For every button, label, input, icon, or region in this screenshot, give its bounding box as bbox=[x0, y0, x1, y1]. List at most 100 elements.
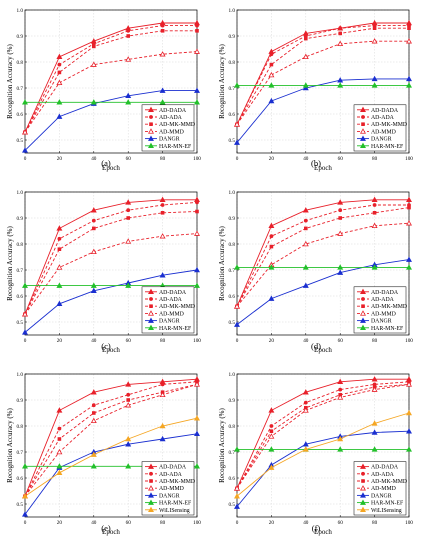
legend-marker bbox=[148, 128, 154, 134]
legend-marker bbox=[360, 463, 366, 469]
data-point bbox=[56, 469, 63, 476]
plot-frame bbox=[236, 373, 410, 518]
data-point bbox=[268, 407, 275, 413]
legend-marker bbox=[148, 492, 154, 498]
chart-panel-a: 0 20 40 60 80 100 0.5 0.6 0.7 0.8 0.9 1.0 Epoch Recog… bbox=[6, 8, 201, 172]
data-point bbox=[125, 402, 132, 408]
legend-marker bbox=[149, 122, 153, 126]
y-axis-label: Recognition Accuracy (%) bbox=[6, 226, 14, 301]
panel-label: (f) bbox=[312, 523, 321, 533]
data-point bbox=[159, 233, 166, 239]
x-tick-label: 40 bbox=[303, 156, 309, 162]
legend-marker bbox=[149, 115, 153, 119]
data-point bbox=[338, 387, 343, 392]
data-point bbox=[159, 87, 166, 93]
legend-marker bbox=[148, 106, 154, 113]
data-point bbox=[125, 238, 132, 244]
legend-label: DANGR bbox=[371, 493, 392, 499]
series-ad-mmd bbox=[234, 381, 412, 491]
data-point bbox=[194, 266, 200, 273]
data-point bbox=[56, 463, 63, 469]
y-axis-label: Recognition Accuracy (%) bbox=[6, 44, 14, 119]
legend-marker bbox=[360, 324, 366, 331]
x-tick-label: 60 bbox=[126, 156, 132, 162]
data-point bbox=[406, 38, 412, 44]
x-tick-label: 0 bbox=[24, 338, 27, 344]
data-point bbox=[302, 207, 309, 213]
legend-label: AD-MK-MMD bbox=[371, 122, 407, 128]
data-point bbox=[56, 99, 63, 105]
data-point bbox=[160, 382, 165, 387]
data-point bbox=[125, 381, 132, 387]
legend-label: AD-MMD bbox=[159, 486, 184, 492]
data-point bbox=[90, 282, 97, 288]
series-ad-mmd bbox=[234, 38, 412, 127]
data-point bbox=[268, 71, 275, 78]
x-tick-label: 0 bbox=[236, 520, 239, 526]
data-point bbox=[126, 392, 131, 397]
legend-label: AD-MK-MMD bbox=[371, 479, 407, 485]
legend: AD-DADAAD-ADAAD-MK-MMDAD-MMDDANGRHAR-MN-… bbox=[353, 286, 407, 334]
data-point bbox=[159, 272, 166, 278]
data-point bbox=[126, 34, 130, 38]
data-point bbox=[302, 264, 309, 270]
data-point bbox=[22, 329, 28, 335]
legend-label: AD-MMD bbox=[371, 486, 396, 492]
data-point bbox=[371, 429, 378, 435]
series-wilisensing bbox=[234, 409, 412, 499]
series-line bbox=[236, 381, 410, 489]
data-point bbox=[234, 485, 240, 491]
series-line bbox=[236, 259, 410, 325]
y-tick-label: 0.5 bbox=[17, 138, 24, 144]
legend-marker bbox=[360, 317, 366, 323]
data-point bbox=[91, 403, 96, 408]
data-point bbox=[56, 300, 63, 307]
legend-marker bbox=[148, 463, 154, 469]
series-line bbox=[24, 269, 198, 333]
legend-marker bbox=[148, 135, 154, 141]
data-point bbox=[371, 386, 378, 392]
data-point bbox=[302, 407, 309, 413]
y-tick-label: 0.5 bbox=[229, 320, 236, 326]
legend-label: AD-DADA bbox=[159, 290, 187, 296]
data-point bbox=[160, 203, 165, 207]
y-tick-label: 1.0 bbox=[229, 8, 236, 14]
series-ad-ada bbox=[23, 23, 199, 135]
y-tick-label: 0.9 bbox=[17, 34, 24, 40]
data-point bbox=[234, 493, 240, 499]
legend-label: AD-MK-MMD bbox=[371, 304, 407, 310]
data-point bbox=[406, 446, 412, 452]
data-point bbox=[126, 398, 130, 402]
data-point bbox=[337, 269, 344, 275]
data-point bbox=[56, 79, 63, 86]
chart-panel-d: 0 20 40 60 80 100 0.5 0.6 0.7 0.8 0.9 1.0 Epoch Recog… bbox=[218, 190, 413, 354]
data-point bbox=[269, 429, 274, 433]
data-point bbox=[302, 84, 309, 91]
legend-label: HAR-MN-EF bbox=[159, 326, 192, 332]
x-tick-label: 100 bbox=[405, 520, 413, 526]
data-point bbox=[372, 203, 377, 207]
x-tick-label: 40 bbox=[91, 156, 97, 162]
x-axis-label: Epoch bbox=[314, 528, 332, 536]
data-point bbox=[90, 451, 97, 457]
series-line bbox=[236, 222, 410, 307]
legend-label: AD-ADA bbox=[371, 115, 395, 121]
x-tick-label: 20 bbox=[57, 338, 63, 344]
y-tick-label: 0.6 bbox=[229, 112, 236, 118]
legend-marker bbox=[148, 317, 154, 323]
y-tick-label: 0.9 bbox=[229, 216, 236, 222]
x-tick-label: 80 bbox=[372, 338, 378, 344]
legend-marker bbox=[360, 142, 366, 149]
legend: AD-DADAAD-ADAAD-MK-MMDAD-MMDDANGRHAR-MN-… bbox=[141, 461, 195, 516]
data-point bbox=[194, 48, 200, 54]
series-line bbox=[24, 22, 197, 133]
data-point bbox=[268, 464, 275, 470]
legend-label: AD-ADA bbox=[159, 115, 183, 121]
x-tick-label: 60 bbox=[338, 156, 344, 162]
y-tick-label: 0.5 bbox=[17, 502, 24, 508]
data-point bbox=[159, 51, 166, 57]
series-line bbox=[24, 51, 198, 133]
data-point bbox=[56, 264, 63, 270]
data-point bbox=[90, 389, 97, 395]
data-point bbox=[126, 216, 130, 220]
